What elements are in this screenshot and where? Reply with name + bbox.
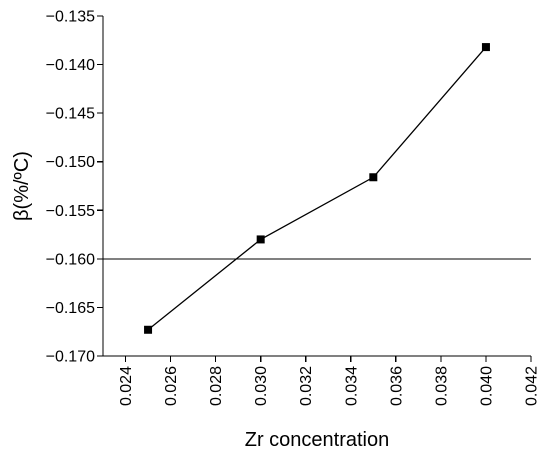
- y-tick-label: −0.170: [46, 349, 95, 366]
- x-tick-label: 0.024: [118, 366, 135, 406]
- x-tick-label: 0.030: [253, 366, 270, 406]
- data-point: [144, 325, 153, 334]
- y-tick-label: −0.155: [46, 203, 95, 220]
- x-tick-label: 0.038: [433, 366, 450, 406]
- data-point: [481, 43, 490, 52]
- data-point: [256, 235, 265, 244]
- y-tick-label: −0.165: [46, 300, 95, 317]
- y-tick-label: −0.140: [46, 57, 95, 74]
- y-tick-label: −0.160: [46, 251, 95, 268]
- x-axis-title: Zr concentration: [245, 429, 390, 451]
- series-line: [147, 46, 487, 331]
- x-tick-label: 0.040: [478, 366, 495, 406]
- x-tick-label: 0.026: [163, 366, 180, 406]
- x-tick-label: 0.034: [343, 366, 360, 406]
- y-tick-label: −0.145: [46, 106, 95, 123]
- x-tick-label: 0.032: [298, 366, 315, 406]
- x-tick-label: 0.036: [388, 366, 405, 406]
- y-tick-label: −0.135: [46, 9, 95, 26]
- y-tick-label: −0.150: [46, 154, 95, 171]
- data-point: [369, 173, 378, 182]
- x-tick-label: 0.028: [208, 366, 225, 406]
- y-axis-title: β(%/ºC): [11, 151, 33, 221]
- x-tick-label: 0.042: [524, 366, 541, 406]
